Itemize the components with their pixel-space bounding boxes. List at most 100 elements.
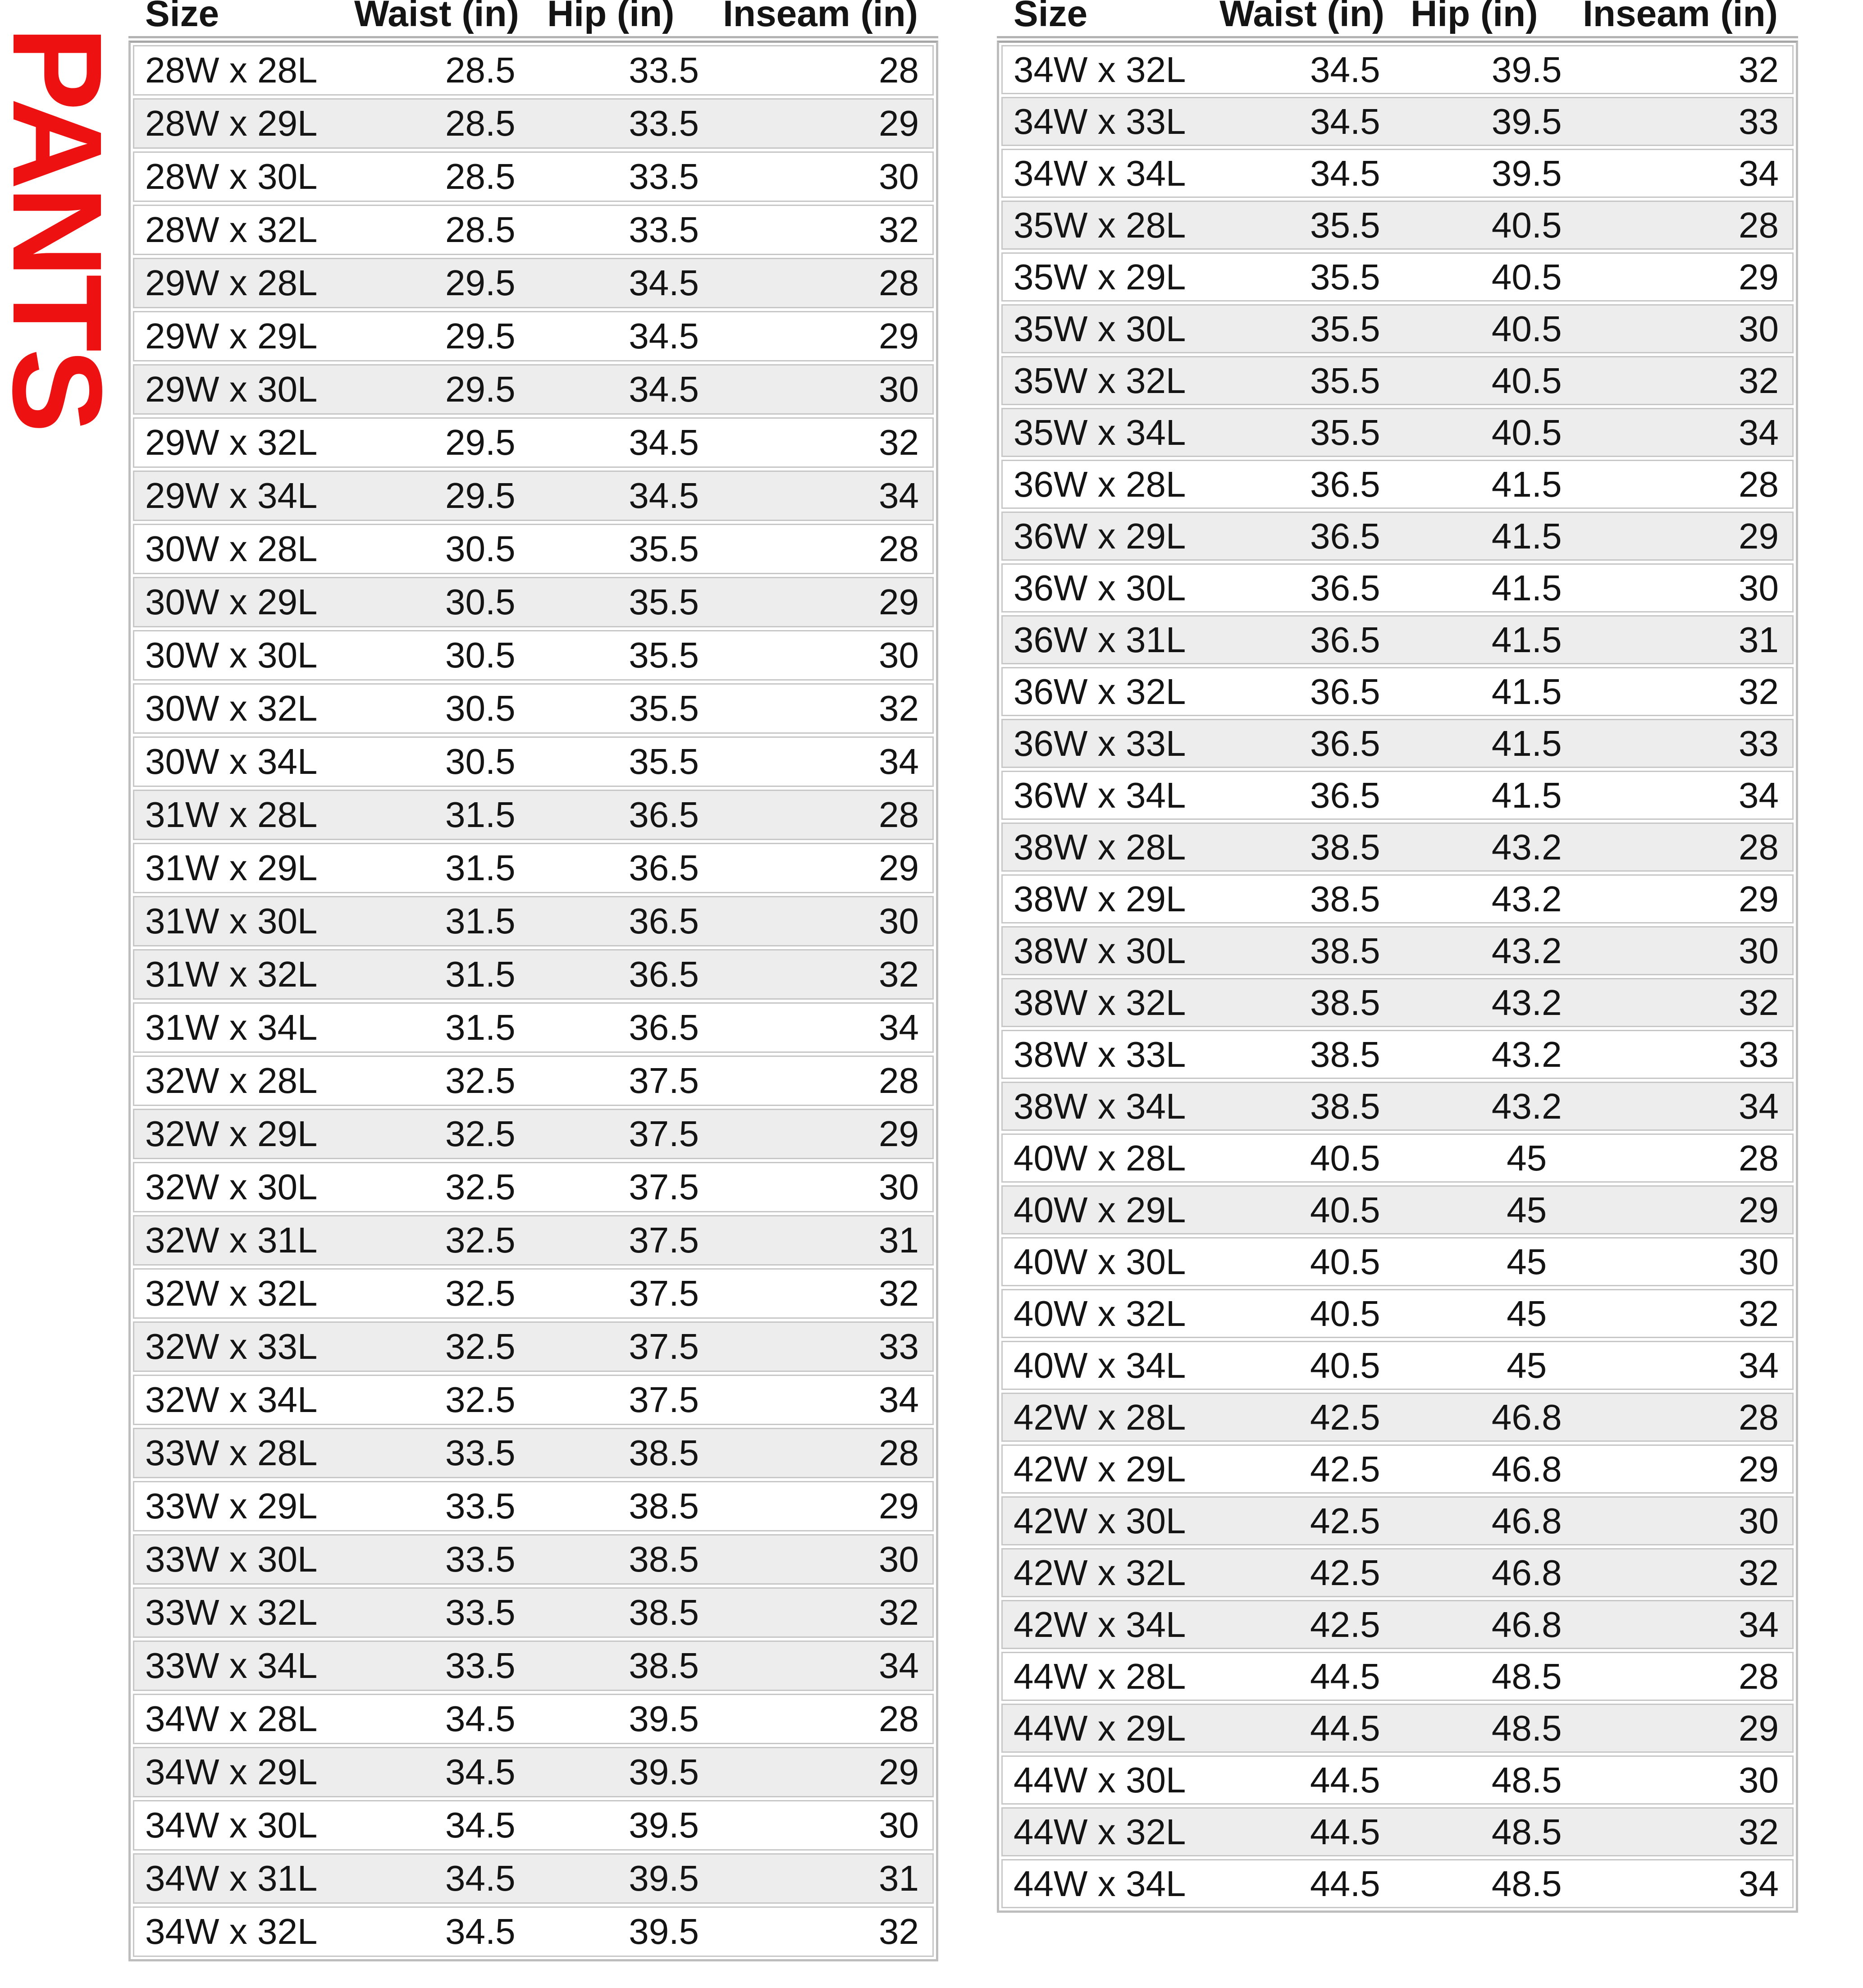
hip-cell: 40.5 — [1491, 360, 1562, 401]
inseam-cell: 30 — [1739, 1241, 1779, 1282]
waist-cell: 38.5 — [1310, 827, 1380, 867]
waist-cell: 36.5 — [1310, 775, 1380, 815]
size-row: 38W x 29L 38.5 43.2 29 — [1001, 874, 1794, 923]
hip-cell: 37.5 — [629, 1114, 699, 1154]
size-cell: 34W x 29L — [145, 1752, 318, 1792]
waist-cell: 42.5 — [1310, 1604, 1380, 1645]
size-cell: 30W x 28L — [145, 529, 318, 569]
waist-cell: 38.5 — [1310, 878, 1380, 919]
size-row: 34W x 29L 34.5 39.5 29 — [133, 1747, 934, 1797]
size-cell: 36W x 29L — [1014, 516, 1186, 556]
waist-cell: 31.5 — [445, 1007, 516, 1047]
inseam-cell: 34 — [1739, 1345, 1779, 1385]
size-row: 38W x 34L 38.5 43.2 34 — [1001, 1082, 1794, 1131]
size-cell: 40W x 34L — [1014, 1345, 1186, 1385]
waist-cell: 32.5 — [445, 1273, 516, 1313]
size-cell: 28W x 30L — [145, 156, 318, 197]
hip-cell: 39.5 — [629, 1858, 699, 1898]
hip-cell: 39.5 — [629, 1752, 699, 1792]
size-cell: 32W x 31L — [145, 1220, 318, 1260]
size-cell: 42W x 30L — [1014, 1500, 1186, 1541]
waist-cell: 33.5 — [445, 1486, 516, 1526]
size-cell: 33W x 32L — [145, 1592, 318, 1632]
size-row: 36W x 28L 36.5 41.5 28 — [1001, 460, 1794, 509]
size-cell: 28W x 28L — [145, 50, 318, 90]
size-row: 31W x 32L 31.5 36.5 32 — [133, 949, 934, 1000]
inseam-cell: 30 — [1739, 1500, 1779, 1541]
size-cell: 34W x 28L — [145, 1699, 318, 1739]
hip-cell: 33.5 — [629, 156, 699, 197]
hip-cell: 39.5 — [1491, 153, 1562, 193]
hip-cell: 45 — [1507, 1241, 1547, 1282]
size-row: 38W x 33L 38.5 43.2 33 — [1001, 1030, 1794, 1079]
waist-cell: 36.5 — [1310, 723, 1380, 763]
hip-cell: 41.5 — [1491, 619, 1562, 660]
waist-cell: 38.5 — [1310, 1034, 1380, 1074]
size-cell: 42W x 28L — [1014, 1397, 1186, 1437]
hip-cell: 33.5 — [629, 103, 699, 143]
inseam-cell: 29 — [1739, 516, 1779, 556]
hip-cell: 43.2 — [1491, 1086, 1562, 1126]
inseam-cell: 29 — [1739, 1449, 1779, 1489]
size-cell: 34W x 32L — [145, 1911, 318, 1951]
size-row: 42W x 30L 42.5 46.8 30 — [1001, 1496, 1794, 1545]
hip-cell: 41.5 — [1491, 775, 1562, 815]
hip-cell: 40.5 — [1491, 412, 1562, 452]
inseam-cell: 34 — [1739, 1604, 1779, 1645]
hip-cell: 38.5 — [629, 1433, 699, 1473]
hip-cell: 37.5 — [629, 1273, 699, 1313]
size-cell: 42W x 34L — [1014, 1604, 1186, 1645]
waist-cell: 32.5 — [445, 1060, 516, 1101]
size-cell: 38W x 28L — [1014, 827, 1186, 867]
hip-cell: 48.5 — [1491, 1863, 1562, 1904]
waist-cell: 36.5 — [1310, 464, 1380, 504]
size-cell: 38W x 29L — [1014, 878, 1186, 919]
waist-cell: 28.5 — [445, 103, 516, 143]
hip-cell: 35.5 — [629, 635, 699, 675]
inseam-cell: 34 — [879, 475, 919, 516]
size-row: 40W x 28L 40.5 45 28 — [1001, 1133, 1794, 1183]
inseam-cell: 30 — [879, 635, 919, 675]
inseam-cell: 29 — [879, 1114, 919, 1154]
size-cell: 31W x 32L — [145, 954, 318, 994]
waist-cell: 32.5 — [445, 1220, 516, 1260]
waist-cell: 38.5 — [1310, 1086, 1380, 1126]
hip-cell: 39.5 — [629, 1911, 699, 1951]
size-cell: 35W x 29L — [1014, 256, 1186, 297]
size-row: 35W x 30L 35.5 40.5 30 — [1001, 304, 1794, 353]
size-cell: 32W x 32L — [145, 1273, 318, 1313]
inseam-cell: 34 — [879, 1380, 919, 1420]
size-row: 30W x 29L 30.5 35.5 29 — [133, 577, 934, 627]
hip-cell: 36.5 — [629, 954, 699, 994]
waist-cell: 32.5 — [445, 1114, 516, 1154]
hip-cell: 37.5 — [629, 1326, 699, 1366]
hip-cell: 35.5 — [629, 741, 699, 781]
column-header-waist: Waist (in) — [354, 0, 519, 34]
hip-cell: 39.5 — [1491, 101, 1562, 142]
waist-cell: 38.5 — [1310, 982, 1380, 1023]
inseam-cell: 33 — [1739, 1034, 1779, 1074]
column-header-inseam: Inseam (in) — [1583, 0, 1778, 34]
size-row: 42W x 34L 42.5 46.8 34 — [1001, 1600, 1794, 1649]
table-body: 28W x 28L 28.5 33.5 28 28W x 29L 28.5 33.5 29 28… — [128, 41, 938, 1961]
size-row: 28W x 29L 28.5 33.5 29 — [133, 98, 934, 149]
hip-cell: 41.5 — [1491, 671, 1562, 712]
size-cell: 42W x 29L — [1014, 1449, 1186, 1489]
size-row: 28W x 30L 28.5 33.5 30 — [133, 151, 934, 202]
inseam-cell: 29 — [1739, 1708, 1779, 1748]
size-cell: 30W x 32L — [145, 688, 318, 728]
hip-cell: 35.5 — [629, 688, 699, 728]
waist-cell: 28.5 — [445, 156, 516, 197]
size-row: 32W x 34L 32.5 37.5 34 — [133, 1375, 934, 1425]
size-row: 29W x 32L 29.5 34.5 32 — [133, 417, 934, 468]
hip-cell: 38.5 — [629, 1486, 699, 1526]
waist-cell: 34.5 — [445, 1911, 516, 1951]
waist-cell: 33.5 — [445, 1592, 516, 1632]
size-cell: 40W x 30L — [1014, 1241, 1186, 1282]
size-row: 36W x 33L 36.5 41.5 33 — [1001, 719, 1794, 768]
size-row: 32W x 33L 32.5 37.5 33 — [133, 1321, 934, 1372]
size-row: 36W x 32L 36.5 41.5 32 — [1001, 667, 1794, 716]
size-row: 40W x 34L 40.5 45 34 — [1001, 1341, 1794, 1390]
size-cell: 38W x 33L — [1014, 1034, 1186, 1074]
waist-cell: 30.5 — [445, 688, 516, 728]
